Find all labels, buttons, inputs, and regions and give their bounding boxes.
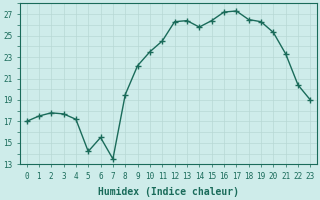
X-axis label: Humidex (Indice chaleur): Humidex (Indice chaleur) bbox=[98, 186, 239, 197]
